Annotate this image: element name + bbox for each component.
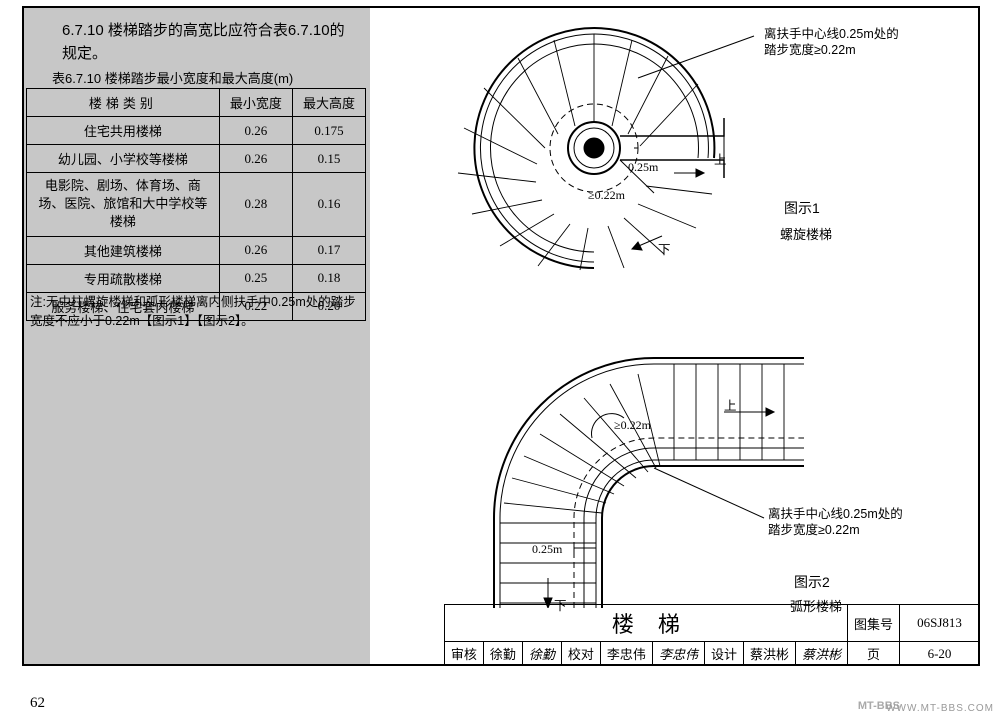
fig2-dim-025: 0.25m xyxy=(532,542,562,557)
checker: 李忠伟 xyxy=(600,642,652,666)
set-number: 06SJ813 xyxy=(900,605,980,642)
clause-heading: 6.7.10 楼梯踏步的高宽比应符合表6.7.10的规定。 xyxy=(62,20,352,65)
fig1-dim-025: 0.25m xyxy=(628,160,658,175)
designer: 蔡洪彬 xyxy=(743,642,795,666)
col-maxheight: 最大高度 xyxy=(292,89,365,117)
table-caption: 表6.7.10 楼梯踏步最小宽度和最大高度(m) xyxy=(52,68,293,87)
fig2-title: 图示2 xyxy=(794,572,830,592)
title-block: 楼梯 图集号 06SJ813 审核 徐勤 徐勤 校对 李忠伟 李忠伟 设计 蔡洪… xyxy=(444,604,980,666)
page-frame: 6.7.10 楼梯踏步的高宽比应符合表6.7.10的规定。 表6.7.10 楼梯… xyxy=(22,6,980,666)
fig1-down: 下 xyxy=(658,242,671,258)
note-label: 注: xyxy=(30,295,46,309)
table-row: 幼儿园、小学校等楼梯0.260.15 xyxy=(27,145,366,173)
reviewer-sig: 徐勤 xyxy=(522,642,561,666)
left-panel: 6.7.10 楼梯踏步的高宽比应符合表6.7.10的规定。 表6.7.10 楼梯… xyxy=(24,8,370,664)
fig1-dim-022: ≥0.22m xyxy=(588,188,625,203)
reviewer: 徐勤 xyxy=(483,642,522,666)
table-row: 电影院、剧场、体育场、商场、医院、旅馆和大中学校等楼梯0.280.16 xyxy=(27,173,366,237)
book-page-number: 62 xyxy=(30,695,45,712)
fig1-title: 图示1 xyxy=(784,198,820,218)
design-label: 设计 xyxy=(704,642,743,666)
checker-sig: 李忠伟 xyxy=(652,642,704,666)
check-label: 校对 xyxy=(561,642,600,666)
col-minwidth: 最小宽度 xyxy=(219,89,292,117)
drawing-title: 楼梯 xyxy=(588,612,704,637)
table-row: 其他建筑楼梯0.260.17 xyxy=(27,236,366,264)
table-header-row: 楼梯类别 最小宽度 最大高度 xyxy=(27,89,366,117)
stair-table: 楼梯类别 最小宽度 最大高度 住宅共用楼梯0.260.175 幼儿园、小学校等楼… xyxy=(26,88,366,321)
set-label: 图集号 xyxy=(848,605,900,642)
designer-sig: 蔡洪彬 xyxy=(795,642,847,666)
fig2-annotation: 离扶手中心线0.25m处的 踏步宽度≥0.22m xyxy=(768,506,958,539)
review-label: 审核 xyxy=(444,642,483,666)
watermark-url: WWW.MT-BBS.COM xyxy=(886,703,994,714)
table-row: 住宅共用楼梯0.260.175 xyxy=(27,117,366,145)
col-category: 楼梯类别 xyxy=(27,89,220,117)
fig1-up: 上 xyxy=(714,152,727,168)
fig2-up: 上 xyxy=(724,398,737,414)
figure-1-spiral xyxy=(424,18,844,298)
figure-2-arc xyxy=(424,308,884,608)
fig1-annotation: 离扶手中心线0.25m处的 踏步宽度≥0.22m xyxy=(764,26,954,59)
table-row: 专用疏散楼梯0.250.18 xyxy=(27,264,366,292)
table-note: 注:无中柱螺旋楼梯和弧形楼梯离内侧扶手中0.25m处的踏步宽度不应小于0.22m… xyxy=(30,293,364,331)
fig2-dim-022: ≥0.22m xyxy=(614,418,651,433)
note-text: 无中柱螺旋楼梯和弧形楼梯离内侧扶手中0.25m处的踏步宽度不应小于0.22m【图… xyxy=(30,295,356,328)
fig1-subtitle: 螺旋楼梯 xyxy=(780,224,832,243)
page-label: 页 xyxy=(848,642,900,666)
page-number: 6-20 xyxy=(900,642,980,666)
